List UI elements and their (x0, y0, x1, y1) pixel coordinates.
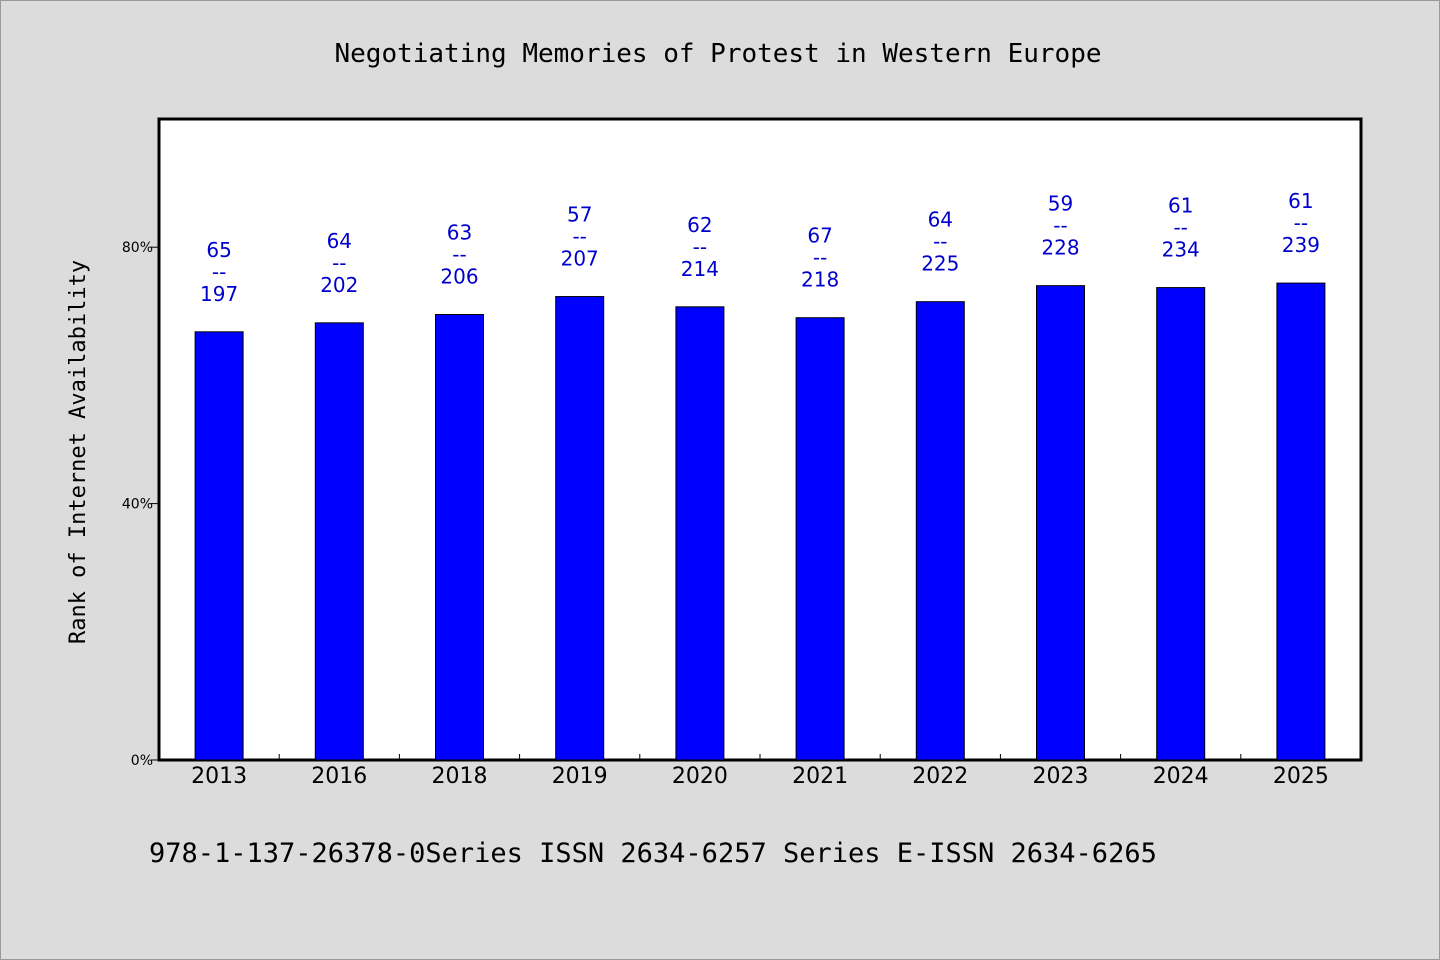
y-tick-label: 40% (122, 497, 153, 513)
bar-2016 (314, 322, 364, 761)
data-label: 63 (447, 221, 472, 245)
bar-2021 (795, 317, 845, 761)
data-label: 57 (567, 203, 592, 227)
bar-2022 (915, 301, 965, 761)
bars-group (194, 282, 1326, 761)
x-tick-label: 2019 (552, 764, 608, 789)
data-label: -- (1173, 216, 1187, 240)
data-label: -- (933, 230, 947, 254)
data-label: 234 (1162, 238, 1200, 262)
bar-2023 (1036, 285, 1085, 761)
bar-2019 (555, 296, 605, 761)
bar-2013 (194, 331, 244, 761)
x-tick-label: 2016 (311, 764, 367, 789)
data-label: 207 (561, 247, 599, 271)
data-label: 206 (440, 265, 478, 289)
y-axis-ticks: 0% 40% 80% (122, 240, 159, 769)
data-label: -- (1053, 214, 1067, 238)
y-axis-label: Rank of Internet Availability (66, 260, 91, 644)
x-tick-label: 2021 (792, 764, 848, 789)
data-label: 61 (1168, 194, 1193, 218)
x-tick-label: 2023 (1033, 764, 1089, 789)
data-label: 202 (320, 273, 358, 297)
data-label: 214 (681, 257, 719, 281)
y-tick-label: 80% (122, 240, 153, 256)
bar-2024 (1156, 287, 1206, 761)
y-tick-label: 0% (131, 753, 153, 769)
x-tick-label: 2020 (672, 764, 728, 789)
data-label: -- (813, 246, 827, 270)
data-label: 59 (1048, 192, 1073, 216)
data-label: 218 (801, 268, 839, 292)
data-label: -- (332, 251, 346, 275)
data-label: 197 (200, 282, 238, 306)
data-label: 239 (1282, 233, 1320, 257)
data-label: 61 (1288, 189, 1313, 213)
data-label: 64 (928, 208, 953, 232)
data-label: -- (693, 235, 707, 259)
footer-isbn-issn: 978-1-137-26378-0Series ISSN 2634-6257 S… (149, 838, 1157, 869)
x-tick-label: 2024 (1153, 764, 1209, 789)
data-label: 65 (206, 238, 231, 262)
data-labels-group: 65--19764--20263--20657--20762--21467--2… (200, 189, 1320, 306)
data-label: -- (452, 243, 466, 267)
data-label: 67 (807, 224, 832, 248)
data-label: -- (1294, 211, 1308, 235)
data-label: -- (212, 260, 226, 284)
x-tick-label: 2025 (1273, 764, 1329, 789)
data-label: 228 (1041, 236, 1079, 260)
chart-title: Negotiating Memories of Protest in Weste… (334, 39, 1101, 69)
x-axis-ticks: 2013 2016 2018 2019 2020 2021 2022 2023 2024 2025 (191, 754, 1329, 789)
bar-2025 (1276, 282, 1326, 761)
data-label: 225 (921, 252, 959, 276)
x-tick-label: 2022 (912, 764, 968, 789)
data-label: -- (572, 225, 586, 249)
x-tick-label: 2013 (191, 764, 247, 789)
bar-2018 (435, 314, 484, 761)
bar-2020 (675, 306, 725, 761)
data-label: 64 (327, 229, 352, 253)
x-tick-label: 2018 (432, 764, 488, 789)
data-label: 62 (687, 213, 712, 237)
